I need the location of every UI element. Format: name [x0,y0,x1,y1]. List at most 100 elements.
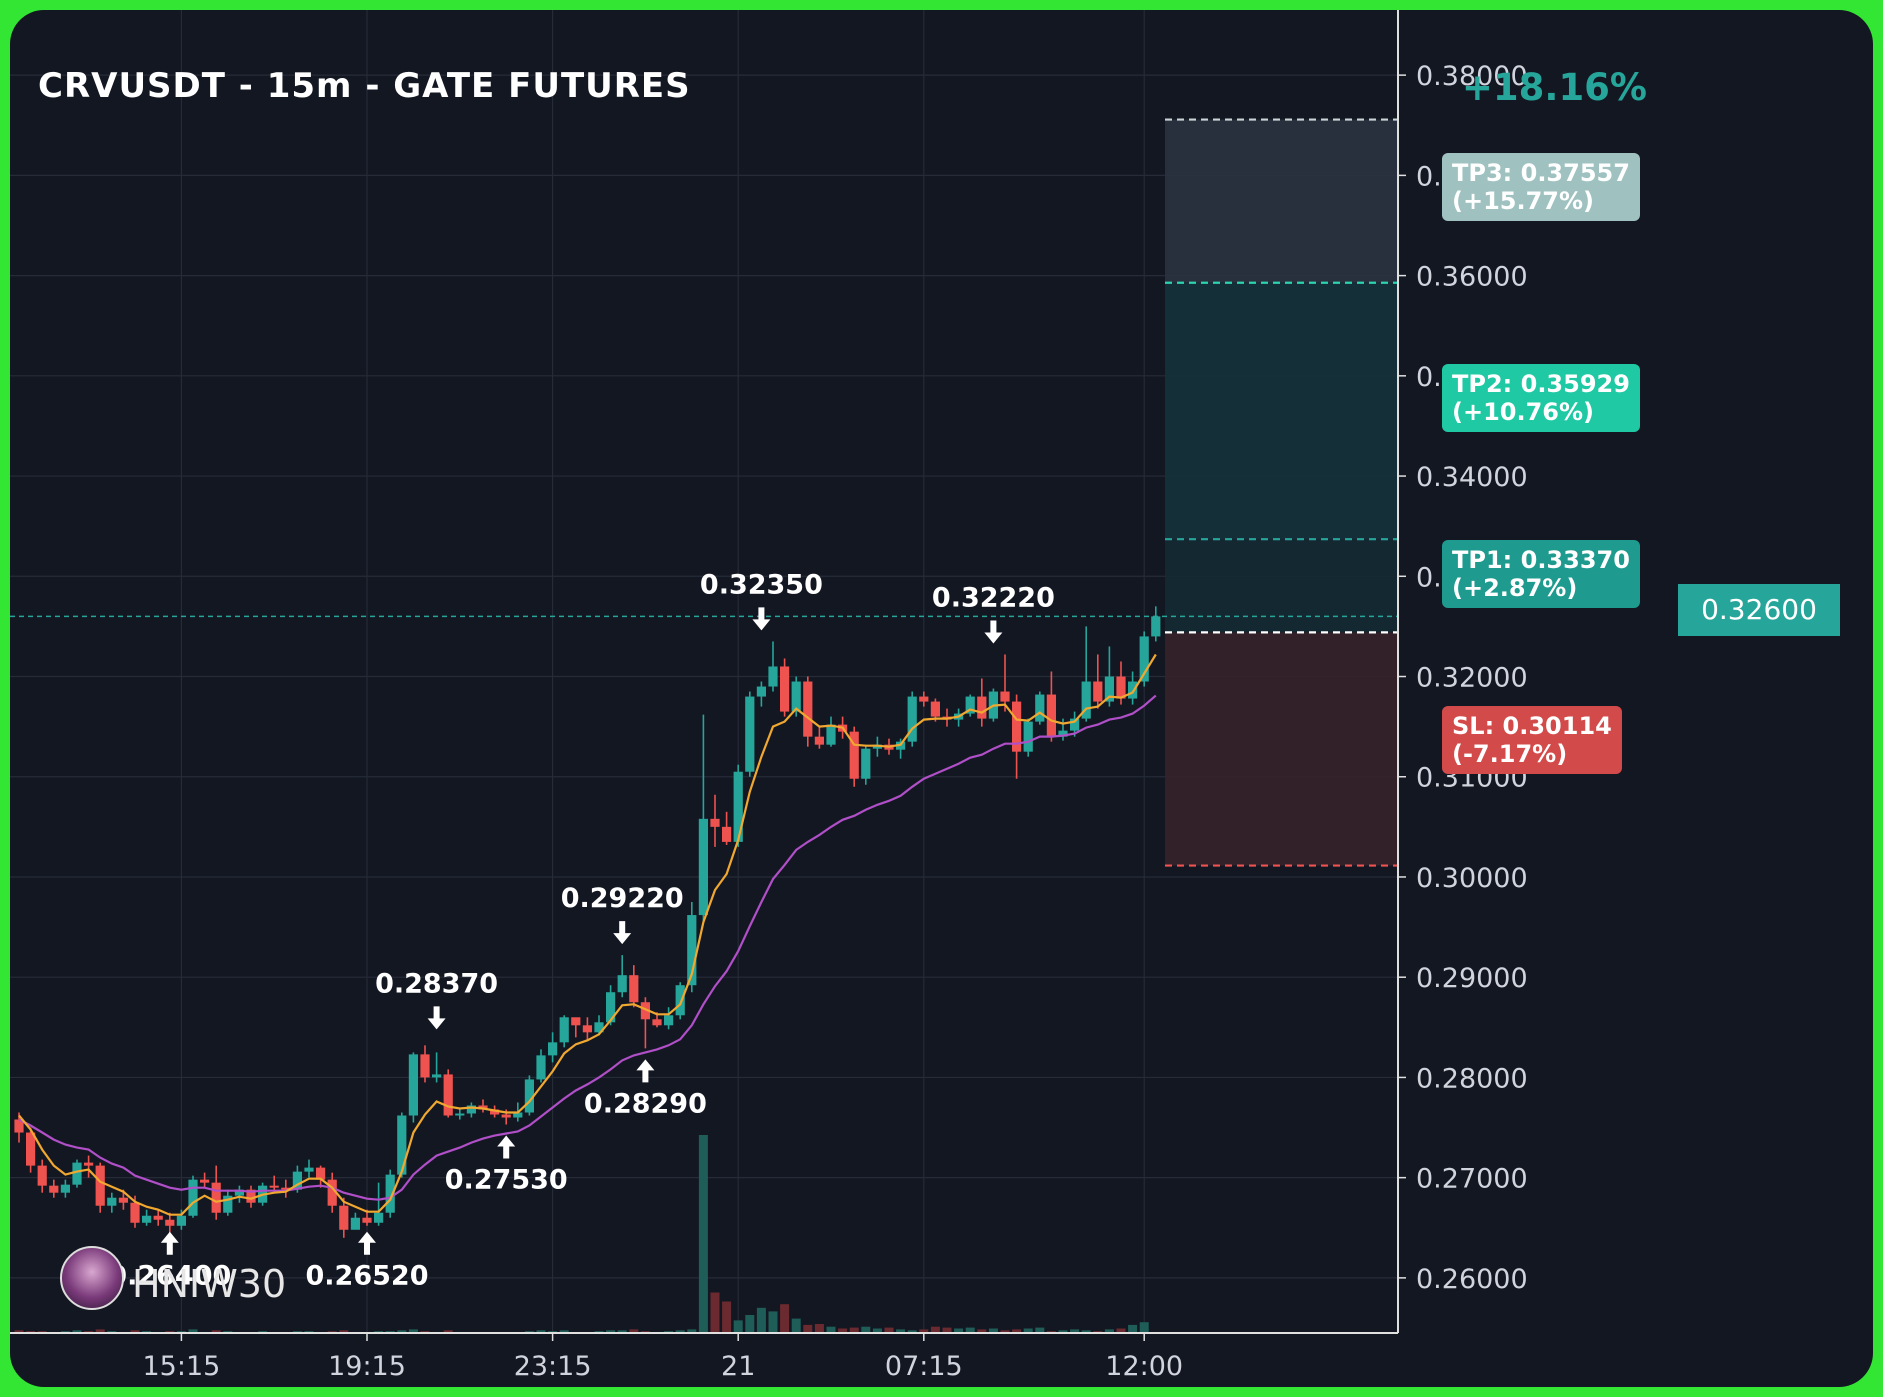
arrow-down-icon [752,607,771,631]
candle-body [374,1212,384,1223]
candle-body [95,1165,105,1206]
candle-body [582,1025,592,1033]
volume-bar [988,1328,998,1333]
volume-bar [397,1330,407,1333]
volume-bar [756,1307,766,1333]
candle-body [687,915,697,986]
candle-body [107,1197,117,1206]
volume-bar [1139,1322,1149,1333]
ema-fast-line [18,653,1157,1216]
candle-body [397,1115,407,1175]
candle-body [304,1167,314,1172]
volume-bar [1023,1328,1033,1333]
candle-body [722,826,732,842]
volume-bar [710,1292,720,1333]
candle-body [350,1217,360,1230]
tp1-zone [1165,539,1398,633]
volume-bar [930,1326,940,1333]
candle-body [698,818,708,916]
arrow-up-icon [160,1231,179,1255]
candle-body [501,1114,511,1118]
volume-bar [849,1327,859,1333]
volume-bar [95,1329,105,1333]
annotation-label: 0.28370 [375,968,498,999]
candle-body [594,1022,604,1033]
candle-body [223,1195,233,1213]
volume-bar [884,1327,894,1333]
volume-bar [838,1328,848,1333]
candle-body [1081,681,1091,719]
candle-body [1151,616,1161,637]
candle-body [176,1215,186,1226]
candle-body [710,818,720,827]
candle-body [559,1017,569,1043]
candle-body [652,1019,662,1026]
candle-body [153,1215,163,1220]
price-annotation: 0.28290 [584,1059,707,1119]
candle-body [432,1074,442,1078]
candle-body [211,1182,221,1213]
annotation-label: 0.26520 [306,1261,429,1292]
candle-body [455,1113,465,1116]
y-tick-label: 0.29000 [1416,963,1528,994]
volume-bar [408,1329,418,1333]
volume-bar [1104,1329,1114,1333]
volume-bar [698,1135,708,1333]
candle-body [443,1074,453,1116]
candle-body [907,696,917,742]
candle-body [49,1185,59,1193]
volume-bar [826,1326,836,1333]
volume-bar [1128,1324,1138,1333]
price-annotation: 0.26400 [108,1231,231,1292]
y-tick-label: 0.27000 [1416,1164,1528,1195]
volume-bar [1081,1330,1091,1333]
target-percent: +18.16% [1461,66,1647,109]
price-annotation: 0.32350 [700,569,823,631]
volume-bar [211,1330,221,1333]
price-annotation: 0.26520 [306,1231,429,1292]
volume-bar [72,1330,82,1333]
annotation-label: 0.28290 [584,1088,707,1119]
candle-body [617,975,627,993]
candle-body [919,696,929,702]
arrow-down-icon [427,1006,446,1030]
volume-bar [339,1330,349,1333]
candle-body [385,1174,395,1213]
candle-body [316,1167,326,1180]
sl-label: SL: 0.30114 (-7.17%) [1442,706,1622,774]
volume-bar [768,1311,778,1333]
candle-body [1058,730,1068,737]
volume-bar [977,1329,987,1333]
candle-body [130,1202,140,1223]
candle-body [200,1179,210,1183]
candle-body [745,696,755,772]
chart-frame: 0.26400 0.26520 0.28370 0.27530 0.29220 0.282… [10,10,1873,1387]
price-annotation: 0.32220 [932,582,1055,644]
candle-body [1104,676,1114,702]
candle-body [292,1171,302,1190]
arrow-down-icon [613,921,632,945]
candle-body [188,1179,198,1216]
candle-body [420,1054,430,1078]
volume-bar [443,1330,453,1333]
volume-bar [1012,1329,1022,1333]
volume-bar [687,1329,697,1333]
volume-bar [559,1330,569,1333]
candle-body [733,771,743,842]
arrow-up-icon [636,1059,655,1083]
candle-body [165,1219,175,1226]
volume-bar [617,1330,627,1333]
y-tick-label: 0.32000 [1416,663,1528,694]
volume-bar [907,1330,917,1333]
candle-body [977,696,987,719]
candle-body [362,1217,372,1223]
x-tick-label: 15:15 [142,1351,220,1382]
y-tick-label: 0.34000 [1416,462,1528,493]
candle-body [930,701,940,717]
price-chart[interactable]: 0.26400 0.26520 0.28370 0.27530 0.29220 0.282… [10,10,1873,1387]
y-tick-label: 0.26000 [1416,1264,1528,1295]
tp2-label: TP2: 0.35929 (+10.76%) [1442,364,1640,432]
annotation-label: 0.32350 [700,569,823,600]
volume-bar [803,1324,813,1333]
arrow-down-icon [984,620,1003,644]
